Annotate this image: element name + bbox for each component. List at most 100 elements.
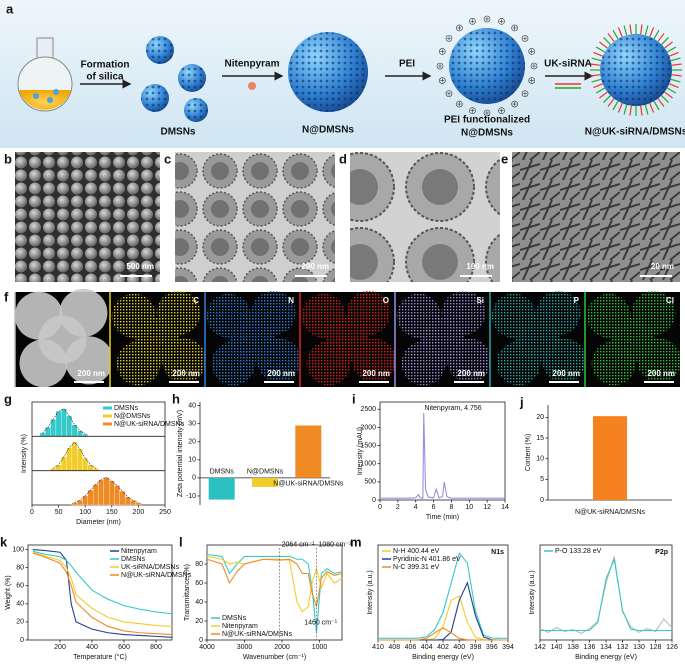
x-tick-label: 136 — [584, 644, 596, 651]
charge — [469, 18, 476, 25]
legend-label: DMSNs — [121, 556, 146, 563]
x-tick-label: 406 — [405, 644, 417, 651]
histogram-bar — [108, 480, 115, 506]
histogram-bar — [77, 430, 83, 437]
spike — [599, 41, 608, 49]
charge — [498, 107, 505, 114]
y-axis-label: Zeta potential intensity (mV) — [177, 410, 184, 497]
x-axis-label: Binding energy (eV) — [412, 654, 474, 661]
step-label: of silica — [86, 72, 124, 83]
step-label: Formation — [81, 60, 130, 71]
charge — [439, 77, 446, 84]
y-tick-label: 0 — [20, 637, 24, 644]
panel-label: h — [172, 391, 180, 406]
spike — [653, 29, 660, 40]
spike — [644, 104, 649, 115]
y-tick-label: 80 — [16, 564, 24, 571]
bar — [593, 416, 627, 500]
spike — [595, 87, 606, 94]
y-tick-label: 20 — [188, 439, 196, 446]
x-tick-label: 400 — [86, 644, 98, 651]
micrograph — [15, 152, 160, 282]
y-tick-label: 60 — [16, 583, 24, 590]
series-line — [206, 558, 343, 607]
spike — [617, 27, 623, 37]
x-tick-label: 410 — [372, 644, 384, 651]
category-label: DMSNs — [210, 469, 235, 476]
charge — [521, 35, 529, 42]
spike — [649, 27, 655, 37]
panel-label: g — [4, 391, 12, 406]
panel-label: f — [4, 289, 9, 304]
spike — [595, 46, 606, 53]
x-tick-label: 6 — [432, 504, 436, 511]
charge — [438, 64, 442, 68]
eds-particle — [610, 317, 655, 362]
charge — [445, 35, 453, 42]
spike — [671, 74, 682, 77]
spike — [593, 51, 603, 57]
spike — [591, 78, 602, 83]
bar — [295, 425, 322, 478]
scale-label: 200 nm — [301, 262, 329, 271]
x-tick-label: 132 — [617, 644, 629, 651]
legend-label: P-O 133.28 eV — [555, 548, 602, 555]
series-line — [378, 595, 508, 641]
legend-label: N@UK-siRNA/DMSNs — [114, 421, 185, 428]
histogram-bar — [114, 485, 120, 506]
y-tick-label: 5 — [540, 476, 544, 483]
charge — [512, 102, 517, 107]
charge — [485, 17, 489, 21]
y-tick-label: 20 — [536, 414, 544, 421]
charge — [483, 15, 491, 23]
spike — [670, 57, 681, 62]
panel-label: j — [519, 394, 524, 409]
spike — [599, 91, 608, 99]
y-axis-label: Intensity (mAU) — [357, 427, 364, 475]
spike — [657, 98, 665, 107]
legend-label: N@DMSNs — [114, 413, 151, 420]
series-line — [378, 552, 508, 639]
scale-label: 200 nm — [647, 369, 675, 378]
charge — [446, 36, 451, 41]
charge — [445, 90, 453, 97]
histogram-bar — [55, 411, 62, 437]
x-tick-label: 200 — [133, 509, 145, 516]
x-tick-label: 396 — [486, 644, 498, 651]
charge — [470, 19, 475, 24]
charge — [523, 91, 528, 96]
legend-label: UK-siRNA/DMSNs — [121, 564, 179, 571]
product-label: N@DMSNs — [302, 125, 354, 136]
charge — [440, 49, 445, 54]
eds-particle — [135, 317, 180, 362]
element-label: C — [193, 296, 199, 305]
x-tick-label: 200 — [54, 644, 66, 651]
scale-label: 20 nm — [651, 262, 674, 271]
spike — [661, 37, 669, 45]
histogram-bar — [93, 484, 99, 506]
x-axis-label: Temperature (°C) — [73, 653, 127, 661]
sirna-icon — [555, 83, 581, 89]
y-axis-label: Intensity (a.u.) — [367, 570, 374, 614]
histogram-bar — [61, 408, 67, 437]
panel-label: l — [179, 534, 183, 549]
sphere-pores — [449, 28, 525, 104]
sphere-pores — [288, 32, 368, 112]
panel-label: k — [0, 534, 8, 549]
annotation: 1460 cm⁻¹ — [304, 620, 338, 627]
plot-frame — [539, 544, 673, 641]
sirna-spikes — [590, 24, 682, 116]
element-label: P — [574, 296, 580, 305]
product-label: N@DMSNs — [461, 128, 513, 139]
plot-frame — [206, 544, 343, 641]
x-tick-label: 402 — [437, 644, 449, 651]
x-tick-label: 4000 — [199, 644, 215, 651]
histogram-bar — [82, 457, 89, 471]
dmsns-cluster — [141, 36, 208, 122]
step-label: UK-siRNA — [544, 59, 592, 70]
spike — [669, 83, 679, 89]
histogram-bar — [39, 432, 46, 437]
pei-charges — [436, 15, 538, 117]
y-axis-label: Content (%) — [525, 434, 532, 471]
